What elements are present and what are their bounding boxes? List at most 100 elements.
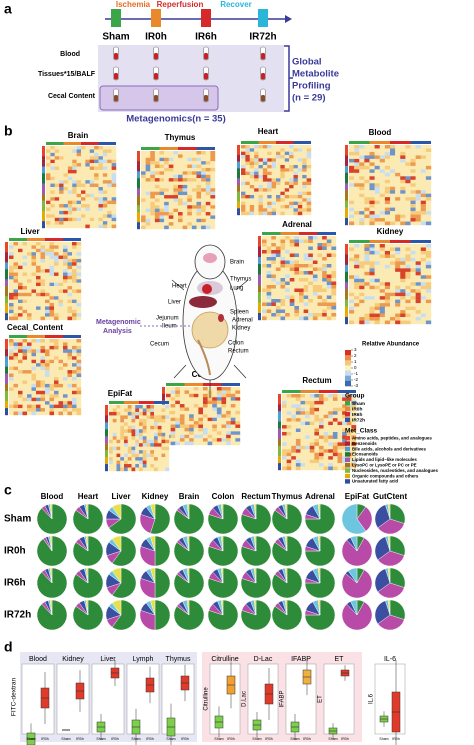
- heat-cell: [262, 281, 267, 286]
- heat-cell: [390, 214, 396, 219]
- box-panel: [323, 663, 355, 739]
- heat-cell: [266, 239, 272, 244]
- heat-cell: [58, 309, 64, 314]
- heat-cell: [328, 442, 334, 447]
- heat-cell: [425, 296, 432, 300]
- heat-cell: [305, 400, 310, 405]
- class-strip: [105, 460, 108, 465]
- heat-cell: [410, 197, 416, 201]
- heat-cell: [415, 207, 421, 212]
- heat-cell: [379, 268, 386, 273]
- heat-cell: [22, 363, 28, 367]
- heat-cell: [9, 383, 14, 388]
- class-strip: [105, 422, 108, 427]
- heat-cell: [319, 466, 324, 471]
- heat-cell: [50, 163, 55, 167]
- heat-cell: [267, 165, 272, 169]
- heat-cell: [159, 161, 165, 165]
- heat-cell: [415, 278, 421, 283]
- heat-cell: [374, 299, 380, 304]
- heat-cell: [317, 250, 323, 254]
- heat-cell: [306, 161, 312, 166]
- heat-cell: [212, 393, 218, 398]
- heat-cell: [59, 146, 64, 150]
- heat-cell: [150, 188, 156, 192]
- heat-cell: [415, 306, 421, 311]
- heat-cell: [18, 282, 23, 287]
- heat-cell: [196, 201, 202, 206]
- group-strip: [369, 240, 390, 243]
- heat-cell: [289, 253, 295, 258]
- heat-cell: [145, 215, 151, 220]
- heat-cell: [178, 201, 183, 206]
- heat-cell: [145, 174, 151, 179]
- heat-cell: [164, 205, 169, 209]
- heat-cell: [254, 211, 259, 216]
- heat-cell: [182, 191, 188, 196]
- heat-cell: [58, 356, 64, 360]
- heat-cell: [410, 172, 416, 177]
- heat-cell: [275, 316, 281, 321]
- heat-cell: [67, 309, 73, 314]
- heat-cell: [207, 417, 213, 422]
- heat-cell: [67, 210, 73, 215]
- class-strip: [258, 306, 261, 310]
- heat-cell: [36, 366, 41, 371]
- heat-cell: [9, 394, 14, 398]
- heat-cell: [405, 275, 411, 279]
- heat-cell: [415, 197, 421, 201]
- heat-cell: [18, 411, 23, 416]
- heat-cell: [291, 421, 297, 426]
- heat-cell: [159, 188, 165, 192]
- group-strip: [139, 401, 154, 404]
- heat-cell: [212, 390, 218, 395]
- heat-cell: [150, 418, 155, 423]
- heat-cell: [354, 221, 360, 226]
- heat-cell: [67, 163, 73, 167]
- heat-cell: [284, 195, 290, 199]
- x-tick-label: Sham: [214, 737, 223, 741]
- heat-cell: [63, 210, 69, 215]
- heat-cell: [319, 414, 324, 419]
- heat-cell: [102, 173, 108, 177]
- heat-cell: [306, 211, 312, 216]
- heat-cell: [262, 271, 267, 275]
- heat-cell: [22, 342, 28, 347]
- heat-cell: [314, 400, 320, 405]
- heat-cell: [249, 148, 255, 152]
- heat-cell: [49, 394, 55, 398]
- heat-cell: [289, 264, 295, 268]
- class-strip: [345, 275, 348, 279]
- heat-cell: [395, 207, 401, 212]
- heat-cell: [271, 285, 277, 289]
- heat-cell: [59, 207, 64, 212]
- heat-cell: [254, 161, 259, 166]
- heat-cell: [317, 236, 323, 240]
- heat-cell: [49, 275, 55, 280]
- heat-cell: [161, 408, 166, 413]
- heat-cell: [116, 436, 121, 440]
- heat-cell: [226, 387, 231, 391]
- heat-cell: [297, 151, 303, 156]
- class-strip: [5, 401, 8, 405]
- heat-cell: [369, 186, 375, 191]
- heat-cell: [359, 155, 365, 160]
- heat-cell: [258, 185, 264, 189]
- heat-cell: [157, 460, 162, 465]
- heat-cell: [323, 428, 329, 433]
- heat-cell: [72, 380, 77, 385]
- heat-cell: [405, 176, 411, 180]
- heat-cell: [322, 278, 327, 282]
- heat-cell: [312, 267, 318, 272]
- heat-cell: [45, 313, 50, 317]
- panel-frame: [247, 663, 279, 735]
- heat-cell: [165, 464, 170, 468]
- heat-cell: [107, 166, 112, 171]
- heat-cell: [54, 411, 59, 416]
- class-strip: [278, 411, 281, 415]
- heat-cell: [146, 422, 151, 427]
- heat-cell: [54, 200, 60, 205]
- heat-cell: [245, 155, 250, 159]
- heat-cell: [379, 155, 386, 160]
- heat-cell: [314, 435, 320, 440]
